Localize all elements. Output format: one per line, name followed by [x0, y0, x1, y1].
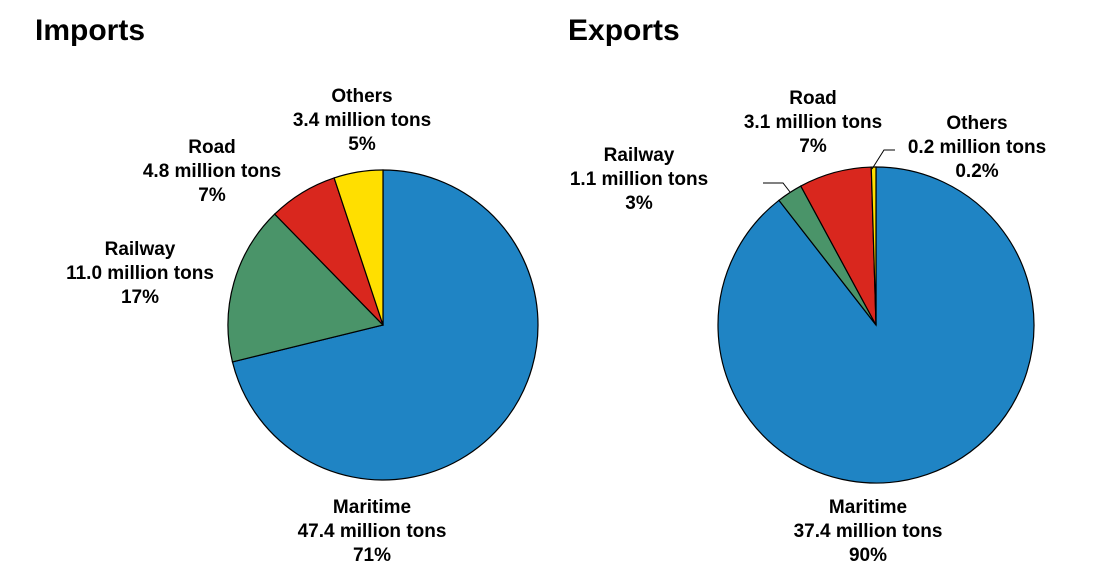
exports-label-others: Others 0.2 million tons 0.2% — [908, 113, 1046, 182]
exports-label-maritime-name: Maritime — [829, 497, 907, 518]
imports-label-road-name: Road — [188, 137, 236, 158]
exports-label-railway-pct-label: 3% — [625, 193, 653, 214]
imports-label-road-pct-label: 7% — [198, 185, 226, 206]
exports-pie — [717, 166, 1035, 484]
imports-title: Imports — [35, 14, 145, 47]
exports-label-road-amount: 3.1 million tons — [744, 112, 882, 133]
imports-label-maritime-name: Maritime — [333, 497, 411, 518]
exports-label-road-name: Road — [789, 88, 837, 109]
exports-label-others-amount: 0.2 million tons — [908, 137, 1046, 158]
imports-label-others-amount: 3.4 million tons — [293, 110, 431, 131]
imports-label-railway: Railway 11.0 million tons 17% — [66, 239, 214, 308]
imports-label-others-name: Others — [331, 86, 392, 107]
exports-leader-railway — [763, 182, 791, 193]
imports-label-others-pct-label: 5% — [348, 134, 376, 155]
exports-title: Exports — [568, 14, 680, 47]
exports-label-maritime-pct-label: 90% — [849, 545, 887, 566]
slice-labels: Maritime 47.4 million tons 71% Railway 11.0 … — [66, 86, 1046, 566]
exports-label-road: Road 3.1 million tons 7% — [744, 88, 882, 157]
imports-label-road: Road 4.8 million tons 7% — [143, 137, 281, 206]
imports-label-maritime-amount: 47.4 million tons — [298, 521, 447, 542]
imports-pie — [227, 169, 539, 481]
exports-leader-others — [871, 149, 895, 170]
imports-label-maritime: Maritime 47.4 million tons 71% — [298, 497, 447, 566]
imports-slice-maritime — [231, 169, 539, 481]
imports-slice-others — [333, 169, 384, 326]
imports-label-railway-amount: 11.0 million tons — [66, 263, 214, 284]
exports-label-maritime: Maritime 37.4 million tons 90% — [794, 497, 943, 566]
imports-label-railway-name: Railway — [105, 239, 176, 260]
imports-label-road-amount: 4.8 million tons — [143, 161, 281, 182]
exports-label-others-pct-label: 0.2% — [955, 161, 998, 182]
exports-label-maritime-amount: 37.4 million tons — [794, 521, 943, 542]
exports-label-railway-name: Railway — [604, 145, 675, 166]
exports-label-railway: Railway 1.1 million tons 3% — [570, 145, 708, 214]
exports-slice-maritime — [717, 166, 1035, 484]
imports-label-railway-pct-label: 17% — [121, 287, 159, 308]
imports-label-maritime-pct-label: 71% — [353, 545, 391, 566]
imports-label-others: Others 3.4 million tons 5% — [293, 86, 431, 155]
exports-label-others-name: Others — [946, 113, 1007, 134]
imports-slice-railway — [227, 213, 385, 363]
exports-label-railway-amount: 1.1 million tons — [570, 169, 708, 190]
exports-label-road-pct-label: 7% — [799, 136, 827, 157]
